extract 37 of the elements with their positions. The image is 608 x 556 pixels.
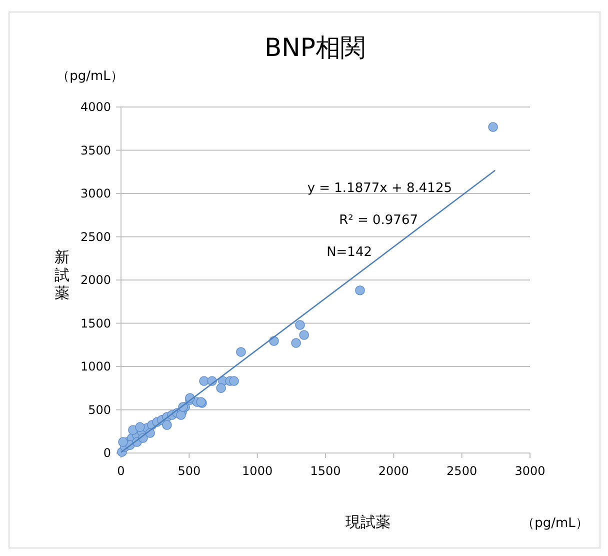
chart-title: BNP相関 xyxy=(264,33,366,62)
point xyxy=(236,347,246,357)
point xyxy=(291,338,301,348)
y-tick-label: 0 xyxy=(103,446,111,460)
point xyxy=(488,122,498,132)
x-tick-label: 3000 xyxy=(514,464,546,478)
point xyxy=(299,330,309,340)
point xyxy=(229,376,239,386)
point xyxy=(135,422,145,432)
x-tick-label: 1000 xyxy=(242,464,273,478)
x-axis-title: 現試薬 xyxy=(346,513,390,531)
point xyxy=(355,285,365,296)
x-tick-label: 0 xyxy=(117,464,125,478)
point xyxy=(176,410,186,420)
y-tick-label: 3000 xyxy=(80,186,111,200)
point xyxy=(216,383,226,393)
annotation: N=142 xyxy=(326,245,372,260)
annotation: （pg/mL） xyxy=(522,516,588,531)
annotation: y = 1.1877x + 8.4125 xyxy=(307,181,452,196)
x-tick-label: 2000 xyxy=(378,464,409,478)
x-tick-label: 2500 xyxy=(446,464,478,478)
y-tick-label: 500 xyxy=(88,402,111,417)
y-tick-label: 2000 xyxy=(80,273,111,287)
annotation: R² = 0.9767 xyxy=(339,213,418,228)
y-axis-title: 新試薬 xyxy=(54,248,70,302)
y-tick-label: 2500 xyxy=(80,230,111,244)
y-tick-label: 1500 xyxy=(80,316,111,330)
x-tick-label: 500 xyxy=(178,464,201,478)
point xyxy=(199,376,209,386)
annotation: （pg/mL） xyxy=(56,69,124,84)
x-tick-label: 1500 xyxy=(310,464,341,478)
y-tick-label: 3500 xyxy=(80,143,111,158)
y-tick-label: 1000 xyxy=(80,360,111,374)
point xyxy=(118,437,128,447)
point xyxy=(162,420,172,430)
y-tick-label: 4000 xyxy=(80,100,111,114)
point xyxy=(295,320,305,330)
